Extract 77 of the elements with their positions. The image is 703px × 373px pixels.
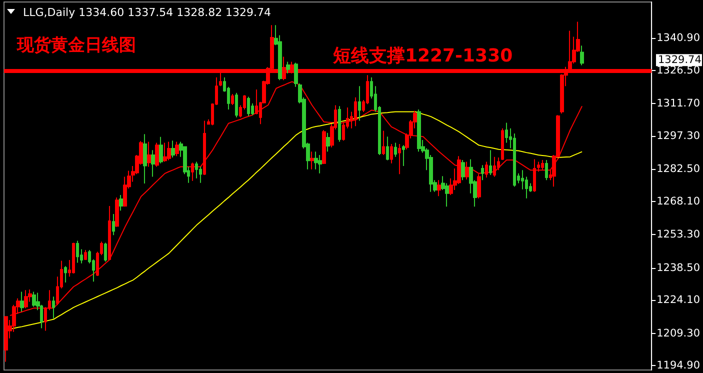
candlestick	[417, 108, 421, 152]
line-series	[9, 111, 583, 330]
candlestick	[354, 96, 357, 127]
candlestick	[104, 242, 107, 262]
candlestick	[318, 154, 322, 174]
candlestick	[465, 161, 469, 180]
text: 1329.74	[658, 54, 702, 66]
candlestick	[231, 94, 234, 106]
candlestick	[489, 150, 492, 176]
candlestick	[533, 158, 536, 192]
candlestick	[541, 159, 544, 171]
candlestick	[32, 291, 36, 308]
candlestick	[545, 159, 548, 181]
candlestick	[398, 144, 401, 175]
candlestick	[481, 164, 484, 181]
candlestick	[358, 86, 361, 122]
candlestick	[235, 92, 238, 118]
y-tick-label: 1194.90	[656, 360, 700, 372]
candlestick	[191, 162, 194, 182]
candlestick	[143, 134, 147, 184]
candlestick	[159, 136, 163, 164]
candlestick	[147, 141, 151, 168]
candlestick	[537, 161, 540, 172]
candlestick	[24, 290, 28, 309]
candlestick	[52, 296, 55, 319]
candlestick	[580, 45, 584, 66]
candlestick	[20, 291, 24, 312]
y-tick-label: 1238.50	[656, 262, 700, 274]
candlestick	[76, 240, 79, 264]
candlestick	[394, 142, 397, 158]
candlestick	[493, 156, 496, 178]
candlestick	[477, 174, 481, 199]
candlestick	[314, 151, 318, 170]
y-tick-label: 1268.10	[656, 195, 700, 208]
y-tick-label: 1311.70	[656, 98, 700, 110]
text: 现货黄金日线图	[16, 36, 136, 56]
candlestick	[4, 316, 8, 362]
candlestick	[171, 140, 175, 158]
candlestick	[382, 130, 385, 156]
candlestick	[402, 144, 405, 167]
y-tick-label: 1224.10	[656, 294, 700, 306]
candlestick	[72, 242, 75, 274]
candlestick	[155, 142, 159, 168]
candlestick	[461, 159, 465, 181]
candlestick	[326, 132, 330, 152]
candlestick	[390, 144, 393, 164]
candlestick	[247, 96, 250, 116]
candlestick	[338, 106, 341, 142]
y-tick-label: 1326.50	[656, 64, 700, 76]
candlestick	[322, 130, 326, 165]
candlestick	[286, 61, 290, 74]
candlestick	[163, 142, 167, 162]
candlestick	[386, 136, 389, 161]
y-tick-label: 1253.30	[656, 228, 700, 241]
candlestick	[84, 249, 87, 261]
candlestick	[199, 166, 202, 184]
candlestick	[437, 180, 441, 197]
candlestick	[485, 161, 488, 178]
candlestick	[151, 150, 155, 178]
candlestick	[501, 128, 504, 160]
candlestick	[112, 214, 115, 236]
candlestick	[203, 120, 206, 176]
y-tick-label: 1340.90	[656, 32, 700, 44]
candlestick	[64, 266, 67, 283]
candlestick	[108, 205, 111, 261]
candlestick	[513, 132, 516, 188]
y-tick-label: 1282.50	[656, 163, 700, 176]
candlestick	[119, 194, 123, 212]
y-tick-label: 1209.30	[656, 327, 700, 340]
candlestick	[167, 141, 171, 161]
chart-subtitle: LLG,Daily 1334.60 1337.54 1328.82 1329.74	[23, 6, 272, 19]
candlestick	[175, 141, 179, 157]
ref-line-label: 短线支撑1227-1330	[332, 46, 513, 67]
candlestick	[195, 161, 198, 179]
y-tick-label: 1297.30	[656, 130, 700, 142]
candlestick	[115, 196, 119, 228]
candlestick	[310, 151, 314, 170]
